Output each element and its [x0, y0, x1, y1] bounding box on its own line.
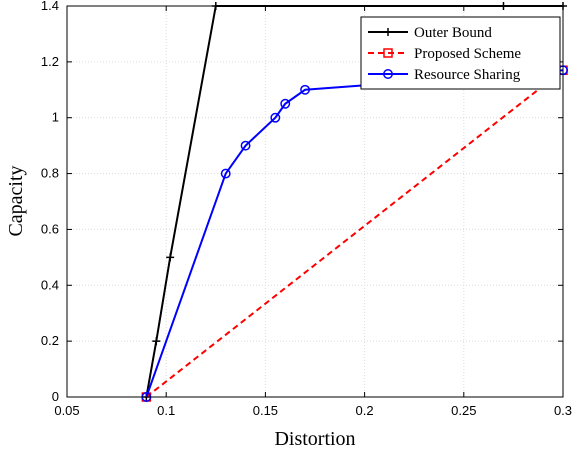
- x-tick-label: 0.15: [253, 403, 278, 418]
- data-point-outer-bound: [152, 337, 161, 346]
- data-point-resource-sharing: [280, 98, 291, 109]
- legend-label: Resource Sharing: [414, 67, 521, 83]
- x-tick-label: 0.1: [157, 403, 175, 418]
- series-line-proposed-scheme: [145, 69, 564, 398]
- y-tick-label: 0.2: [41, 333, 59, 348]
- legend-entry-outer-bound: Outer Bound: [368, 25, 492, 41]
- y-tick-label: 1.2: [41, 54, 59, 69]
- y-tick-label: 1: [52, 110, 59, 125]
- legend-entry-resource-sharing: Resource Sharing: [368, 67, 521, 83]
- y-tick-label: 0: [52, 389, 59, 404]
- data-point-resource-sharing: [220, 168, 231, 179]
- data-point-resource-sharing: [300, 84, 311, 95]
- y-tick-label: 1.4: [41, 0, 59, 13]
- x-axis-label: Distortion: [274, 428, 355, 450]
- legend-marker-icon: [383, 48, 393, 58]
- legend-marker-icon: [384, 28, 392, 36]
- y-tick-label: 0.4: [41, 277, 59, 292]
- y-axis-label: Capacity: [5, 165, 27, 236]
- x-tick-label: 0.2: [356, 403, 374, 418]
- legend-entry-proposed-scheme: Proposed Scheme: [368, 46, 521, 62]
- y-tick-label: 0.6: [41, 221, 59, 236]
- data-point-resource-sharing: [240, 140, 251, 151]
- plot-frame: [66, 5, 564, 398]
- legend-entries: Outer Bound Proposed Scheme Resource Shari…: [368, 25, 521, 83]
- y-tick-label: 0.8: [41, 166, 59, 181]
- series-line-resource-sharing: [145, 69, 564, 398]
- grid-lines: [67, 6, 563, 397]
- legend-label: Outer Bound: [414, 25, 492, 41]
- x-tick-label: 0.3: [554, 403, 572, 418]
- legend-label: Proposed Scheme: [414, 46, 521, 62]
- data-point-resource-sharing: [270, 112, 281, 123]
- x-tick-label: 0.25: [451, 403, 476, 418]
- legend: Outer Bound Proposed Scheme Resource Shari…: [360, 16, 561, 90]
- data-point-outer-bound: [166, 253, 175, 262]
- legend-box: [360, 16, 561, 90]
- legend-marker-icon: [383, 69, 393, 79]
- x-tick-label: 0.05: [54, 403, 79, 418]
- axis-ticks: 0.05 0.1 0.15 0.2 0.25 0.3 0 0.2 0.4 0.6 0.8 1 1.2 1.…: [41, 0, 572, 418]
